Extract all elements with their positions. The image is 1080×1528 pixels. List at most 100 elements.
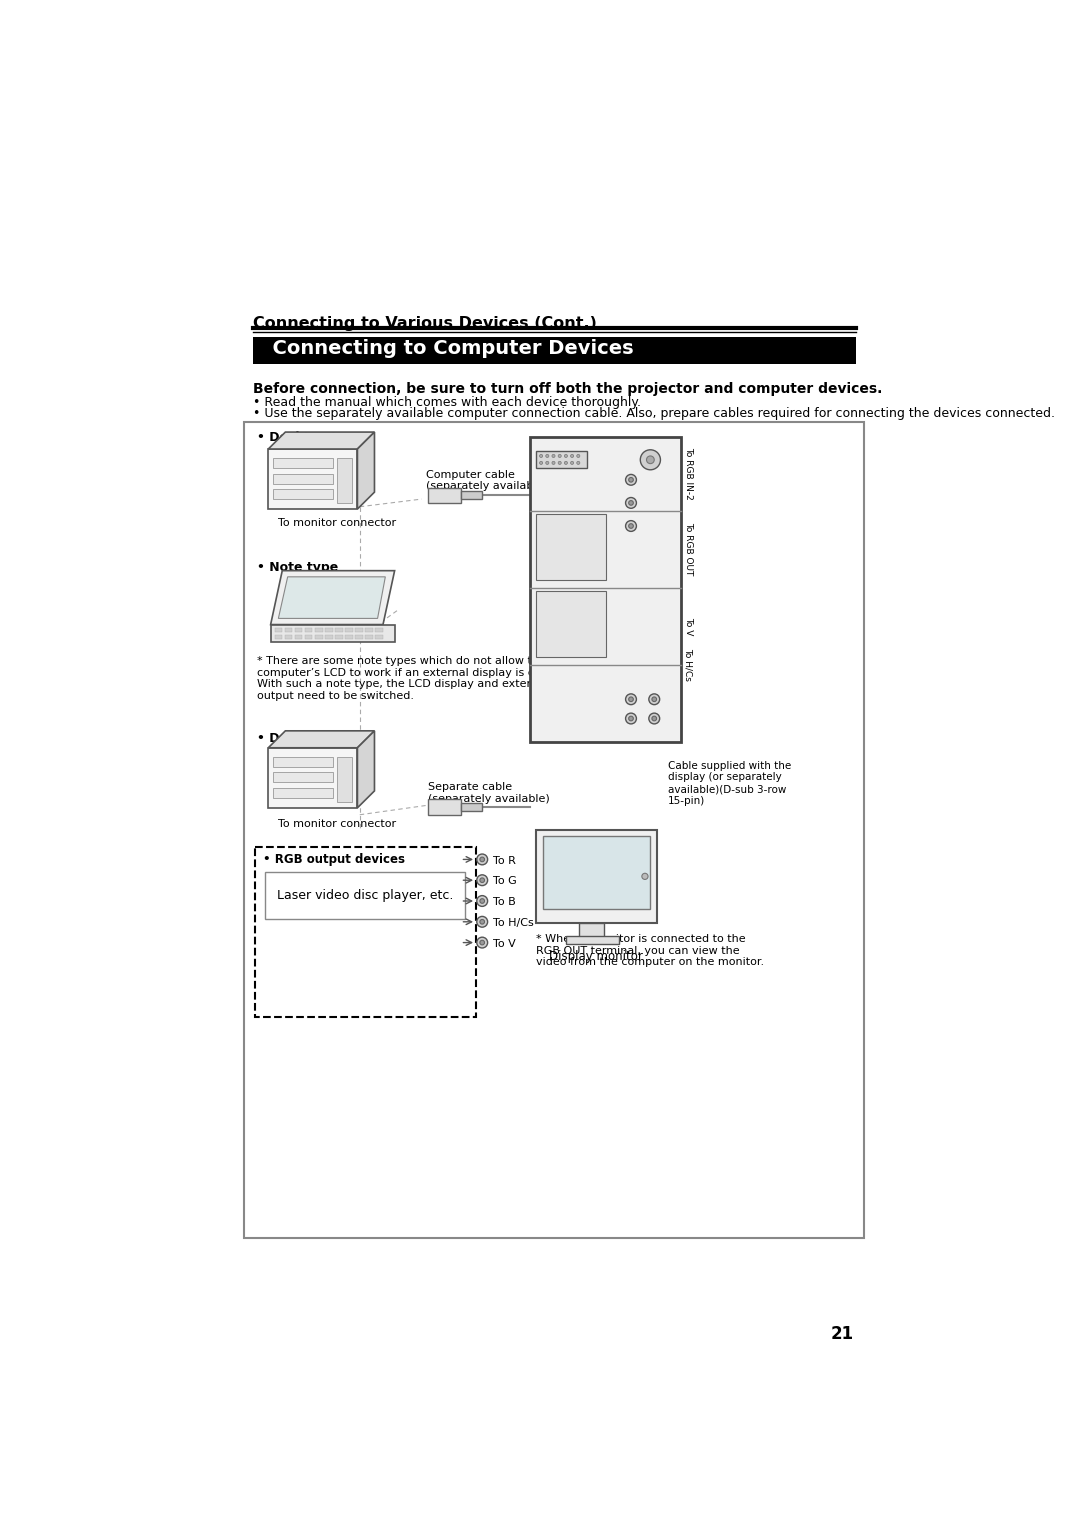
Circle shape [625, 694, 636, 704]
Bar [537, 591, 606, 657]
Text: * There are some note types which do not allow the
computer’s LCD to work if an : * There are some note types which do not… [257, 656, 592, 701]
Text: Display monitor: Display monitor [550, 950, 643, 963]
Circle shape [570, 461, 573, 465]
Text: • RGB output devices: • RGB output devices [262, 853, 405, 866]
Text: • Use the separately available computer connection cable. Also, prepare cables r: • Use the separately available computer … [253, 408, 1055, 420]
Bar [460, 492, 482, 500]
Bar [365, 628, 373, 633]
Circle shape [629, 524, 633, 529]
Circle shape [640, 449, 661, 469]
Circle shape [480, 898, 485, 903]
Text: To G: To G [494, 877, 517, 886]
Bar [273, 474, 334, 484]
Text: • Note type: • Note type [257, 561, 338, 573]
Bar [253, 338, 855, 364]
Circle shape [625, 714, 636, 724]
Bar [314, 634, 323, 639]
Polygon shape [271, 570, 394, 625]
Text: Cable supplied with the
display (or separately
available)(D-sub 3-row
15-pin): Cable supplied with the display (or sepa… [669, 761, 792, 805]
Polygon shape [268, 432, 375, 449]
Text: Laser video disc player, etc.: Laser video disc player, etc. [276, 889, 454, 902]
Bar [273, 489, 334, 500]
Circle shape [480, 857, 485, 862]
Bar [537, 515, 606, 581]
Bar [273, 773, 334, 782]
Bar [345, 628, 353, 633]
Bar [295, 628, 302, 633]
Bar [255, 847, 476, 1016]
Circle shape [545, 461, 549, 465]
Polygon shape [268, 730, 375, 747]
Circle shape [480, 940, 485, 944]
Bar [284, 628, 293, 633]
Text: To RGB OUT: To RGB OUT [684, 523, 692, 576]
Bar [345, 634, 353, 639]
Circle shape [652, 697, 657, 701]
Text: To R: To R [591, 475, 613, 486]
Text: Separate cable
(separately available): Separate cable (separately available) [428, 782, 550, 804]
Bar [530, 437, 681, 741]
Bar [335, 634, 342, 639]
Circle shape [652, 717, 657, 721]
Bar [537, 451, 586, 468]
Bar [266, 872, 465, 920]
Text: To RGB IN-2: To RGB IN-2 [684, 448, 692, 500]
Text: * When a monitor is connected to the
RGB OUT terminal, you can view the
video fr: * When a monitor is connected to the RGB… [537, 934, 765, 967]
Text: To H/Cs: To H/Cs [494, 918, 534, 927]
Bar [337, 756, 352, 802]
Circle shape [625, 521, 636, 532]
Text: Connecting to Computer Devices: Connecting to Computer Devices [259, 339, 634, 358]
Circle shape [558, 454, 562, 457]
Bar [271, 625, 394, 642]
Bar [365, 634, 373, 639]
Text: Computer cable
(separately available): Computer cable (separately available) [426, 469, 548, 492]
Circle shape [545, 454, 549, 457]
Text: Before connection, be sure to turn off both the projector and computer devices.: Before connection, be sure to turn off b… [253, 382, 882, 396]
Bar [335, 628, 342, 633]
Circle shape [476, 937, 488, 947]
Circle shape [629, 717, 633, 721]
Bar [325, 628, 333, 633]
Text: To monitor connector: To monitor connector [279, 518, 396, 529]
Text: To V: To V [684, 617, 692, 636]
Text: • Desktop type: • Desktop type [257, 431, 362, 445]
Circle shape [540, 461, 542, 465]
Circle shape [476, 895, 488, 906]
Circle shape [642, 874, 648, 880]
Bar [305, 634, 312, 639]
Text: • Read the manual which comes with each device thoroughly.: • Read the manual which comes with each … [253, 396, 640, 410]
Bar [274, 628, 282, 633]
Bar [428, 799, 460, 814]
Bar [268, 449, 357, 509]
Text: 21: 21 [832, 1325, 854, 1343]
Bar [274, 634, 282, 639]
Bar [268, 747, 357, 808]
Circle shape [629, 477, 633, 483]
Bar [337, 458, 352, 503]
Bar [273, 458, 334, 468]
Text: To H/Cs: To H/Cs [684, 648, 692, 681]
Circle shape [558, 461, 562, 465]
Circle shape [647, 455, 654, 463]
Circle shape [570, 454, 573, 457]
Text: To R: To R [494, 856, 516, 865]
Bar [428, 487, 460, 503]
Bar [243, 422, 864, 1238]
Bar [375, 628, 383, 633]
Text: To G: To G [590, 498, 613, 509]
Circle shape [552, 461, 555, 465]
Circle shape [480, 920, 485, 924]
Text: Connecting to Various Devices (Cont.): Connecting to Various Devices (Cont.) [253, 316, 596, 330]
Bar [325, 634, 333, 639]
Circle shape [552, 454, 555, 457]
Text: To V: To V [494, 938, 516, 949]
Bar [295, 634, 302, 639]
Circle shape [649, 694, 660, 704]
Bar [314, 628, 323, 633]
Text: To RGB IN-1: To RGB IN-1 [535, 442, 595, 451]
Bar [355, 628, 363, 633]
Circle shape [540, 454, 542, 457]
Circle shape [476, 854, 488, 865]
Circle shape [476, 917, 488, 927]
Bar [355, 634, 363, 639]
